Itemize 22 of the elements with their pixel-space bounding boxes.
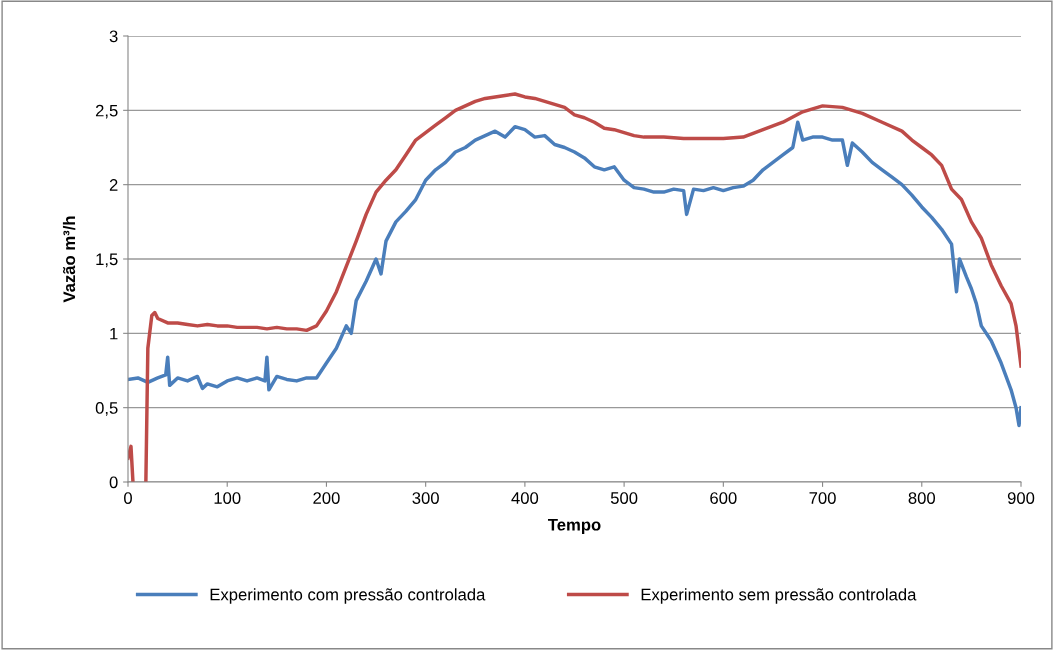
y-tick-label: 2 — [109, 179, 118, 191]
y-tick-label: 3 — [109, 30, 118, 43]
x-tick-label: 800 — [908, 492, 936, 504]
y-tick-label: 1 — [110, 327, 118, 340]
x-tick-label: 500 — [610, 492, 638, 504]
y-tick-label: 0 — [109, 476, 118, 489]
x-axis-title: Tempo — [547, 518, 601, 534]
legend-label: Experimento com pressão controlada — [210, 588, 486, 604]
x-tick-label: 100 — [214, 492, 241, 504]
x-tick-label: 0 — [124, 492, 132, 504]
x-tick-label: 300 — [412, 492, 439, 504]
x-tick-label: 200 — [313, 492, 340, 504]
x-tick-label: 600 — [710, 492, 737, 504]
x-tick-label: 400 — [511, 492, 539, 504]
y-tick-label: 2,5 — [95, 104, 118, 119]
y-axis-title: Vazão m³/h — [62, 216, 76, 303]
x-tick-label: 700 — [809, 492, 836, 504]
y-tick-label: 1,5 — [96, 253, 118, 268]
line-series — [128, 120, 1021, 428]
x-tick-label: 900 — [1007, 492, 1035, 504]
y-tick-label: 0,5 — [95, 402, 118, 416]
legend-label: Experimento sem pressão controlada — [641, 588, 917, 604]
